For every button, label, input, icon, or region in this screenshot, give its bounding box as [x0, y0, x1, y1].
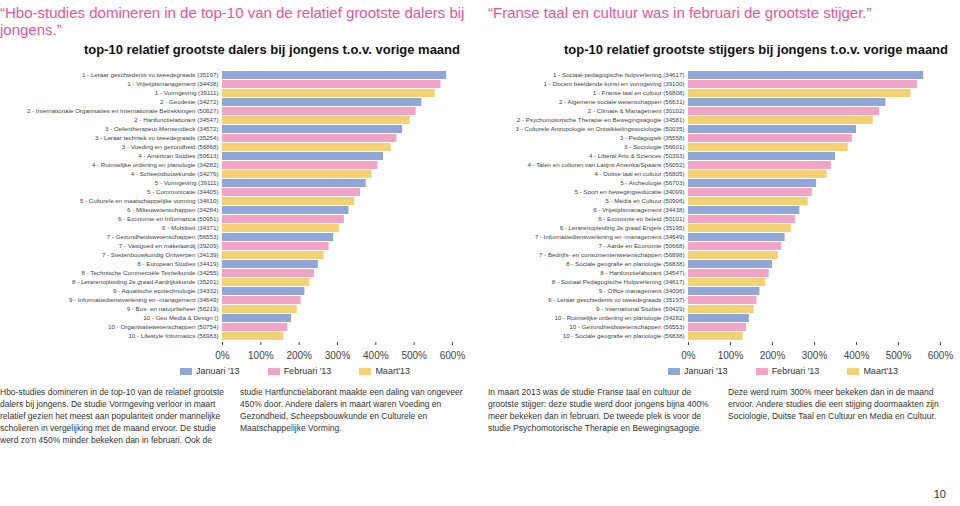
html-text:Hbo-studies domineren in de to: Hbo-studies domineren in de top-10 van d…: [0, 387, 463, 445]
svg-text:3 - Leraar techniek vo tweedeg: 3 - Leraar techniek vo tweedegraads (352…: [95, 134, 218, 141]
svg-text:500%: 500%: [886, 350, 912, 361]
svg-text:4 - American Studies (50613): 4 - American Studies (50613): [138, 152, 218, 159]
html-text:“Hbo-studies domineren in de t: “Hbo-studies domineren in de top-10 van …: [0, 4, 465, 38]
html-text:top-10 relatief grootste daler: top-10 relatief grootste dalers bij jong…: [83, 42, 460, 57]
svg-text:4 - Duitse taal en cultuur (56: 4 - Duitse taal en cultuur (56805): [594, 170, 684, 177]
html-text:Maart'13: Maart'13: [863, 366, 899, 376]
svg-text:7 - Bedrijfs- en consumentenwe: 7 - Bedrijfs- en consumentenwetenschappe…: [539, 251, 685, 258]
svg-text:6 - Lerarenopleiding 2e graad: 6 - Lerarenopleiding 2e graad Engels (35…: [560, 224, 685, 231]
html-text:Maart'13: Maart'13: [375, 366, 411, 376]
svg-text:9 - Aquatische ecotechnologie: 9 - Aquatische ecotechnologie (34332): [113, 287, 219, 294]
svg-text:5 - Archeologie (56703): 5 - Archeologie (56703): [620, 179, 684, 186]
svg-text:3 - Pedagogiek (35558): 3 - Pedagogiek (35558): [620, 134, 685, 141]
svg-text:1 - Vormgeving (39111): 1 - Vormgeving (39111): [155, 89, 219, 96]
svg-text:200%: 200%: [286, 350, 312, 361]
svg-text:8 - European Studies (34419): 8 - European Studies (34419): [137, 260, 218, 267]
html-text:Februari '13: Februari '13: [283, 366, 332, 376]
svg-text:7 - Vastgoed en makelaardij (3: 7 - Vastgoed en makelaardij (39209): [119, 242, 219, 249]
svg-text:9 - Informatiedienstverlening: 9 - Informatiedienstverlening en -manage…: [69, 296, 219, 303]
svg-text:4 - Talen en culturen van Lati: 4 - Talen en culturen van Latijns Amerik…: [527, 161, 684, 168]
svg-text:200%: 200%: [760, 350, 786, 361]
html-text:Januari '13: Januari '13: [195, 366, 240, 376]
svg-text:5 - Sport en bewegingseducatie: 5 - Sport en bewegingseducatie (34099): [574, 188, 684, 195]
svg-text:300%: 300%: [802, 350, 828, 361]
svg-text:10 - Sociale geografie en plan: 10 - Sociale geografie en planologie (56…: [563, 332, 685, 339]
svg-text:600%: 600%: [440, 350, 466, 361]
svg-text:5 - Communicatie (34405): 5 - Communicatie (34405): [147, 188, 219, 195]
svg-text:8 - Lerarenopleiding 2e graad: 8 - Lerarenopleiding 2e graad Aardrijksk…: [72, 278, 219, 285]
svg-text:0%: 0%: [681, 350, 696, 361]
svg-text:5 - Media en Cultuur (50906): 5 - Media en Cultuur (50906): [605, 197, 684, 204]
svg-text:4 - Liberal Arts & Sciences (5: 4 - Liberal Arts & Sciences (50393): [589, 152, 685, 159]
svg-text:9 - Bos- en natuurbeheer (5621: 9 - Bos- en natuurbeheer (56219): [127, 305, 219, 312]
svg-text:1 - Vrijetijdsmanagement (3443: 1 - Vrijetijdsmanagement (34438): [127, 80, 218, 87]
html-text:In maart 2013 was de studie Fr: In maart 2013 was de studie Franse taal …: [488, 387, 939, 433]
html-text:Januari '13: Januari '13: [683, 366, 728, 376]
html-text:top-10 relatief grootste stijg: top-10 relatief grootste stijgers bij jo…: [563, 42, 948, 57]
svg-text:7 - Informatiedienstverlening: 7 - Informatiedienstverlening en -manage…: [535, 233, 685, 240]
html-text:Februari '13: Februari '13: [771, 366, 820, 376]
html-text:10: 10: [933, 488, 946, 500]
svg-text:6 - Vrijetijdsmanagement (3443: 6 - Vrijetijdsmanagement (34438): [593, 206, 684, 213]
svg-text:2 - Psychomotorische Therapie: 2 - Psychomotorische Therapie en Bewegin…: [517, 116, 685, 123]
svg-text:6 - Economie en Informatica (5: 6 - Economie en Informatica (50951): [118, 215, 218, 222]
svg-text:6 - Milieuwetenschappen (34284: 6 - Milieuwetenschappen (34284): [127, 206, 219, 213]
svg-text:9 - Leraar geschiedenis vo twe: 9 - Leraar geschiedenis vo tweedegraads …: [548, 296, 685, 303]
svg-text:6 - Economie en beleid (50101): 6 - Economie en beleid (50101): [598, 215, 684, 222]
svg-text:5 - Vormgeving (39111): 5 - Vormgeving (39111): [155, 179, 219, 186]
svg-text:300%: 300%: [325, 350, 351, 361]
svg-text:1 - Docent beeldende kunst en: 1 - Docent beeldende kunst en vormgeving…: [543, 80, 684, 87]
svg-text:400%: 400%: [363, 350, 389, 361]
svg-text:1 - Leraar geschiedenis vo twe: 1 - Leraar geschiedenis vo tweedegraads …: [82, 71, 219, 78]
svg-text:9 - Office management (34006): 9 - Office management (34006): [599, 287, 685, 294]
svg-text:10 - Lifestyle Informatics (56: 10 - Lifestyle Informatics (56983): [128, 332, 218, 339]
svg-text:5 - Culturele en maatschappeli: 5 - Culturele en maatschappelijke vormin…: [80, 197, 219, 204]
svg-text:0%: 0%: [215, 350, 230, 361]
svg-text:500%: 500%: [401, 350, 427, 361]
svg-text:8 - Technische Commerciële Tex: 8 - Technische Commerciële Textielkunde …: [82, 269, 219, 276]
svg-text:2 - Hartfunctielaborant (34547: 2 - Hartfunctielaborant (34547): [134, 116, 218, 123]
svg-text:6 - Mobiliteit (34371): 6 - Mobiliteit (34371): [162, 224, 218, 231]
svg-text:2 - Algemene sociale wetenscha: 2 - Algemene sociale wetenschappen (5663…: [559, 98, 685, 105]
svg-text:400%: 400%: [844, 350, 870, 361]
svg-text:4 - Scheepsbouwkunde (34276): 4 - Scheepsbouwkunde (34276): [131, 170, 219, 177]
svg-text:8 - Sociaal Pedagogische Hulpv: 8 - Sociaal Pedagogische Hulpverlening (…: [552, 278, 685, 285]
svg-text:8 - Sociale geografie en plano: 8 - Sociale geografie en planologie (568…: [566, 260, 684, 267]
svg-text:3 - Oefentherapeut-Mensendieck: 3 - Oefentherapeut-Mensendieck (34572): [105, 125, 219, 132]
svg-text:4 - Ruimtelijke ordening en pl: 4 - Ruimtelijke ordening en planologie (…: [92, 161, 219, 168]
svg-text:1 - Sociaal-pedagogische hulpv: 1 - Sociaal-pedagogische hulpverlening (…: [553, 71, 684, 78]
svg-text:10 - Organisatiewetenschappen: 10 - Organisatiewetenschappen (50754): [108, 323, 218, 330]
svg-text:7 - Stedenbouwkundig Ontwerpen: 7 - Stedenbouwkundig Ontwerpen (34139): [102, 251, 219, 258]
svg-text:2 - Climate & Management (3010: 2 - Climate & Management (30102): [588, 107, 685, 114]
svg-text:2 - Geodesie (34272): 2 - Geodesie (34272): [160, 98, 218, 105]
svg-text:100%: 100%: [718, 350, 744, 361]
svg-text:2 - Internationale Organisatie: 2 - Internationale Organisaties en Inter…: [27, 107, 219, 114]
svg-text:1 - Franse taal en cultuur (56: 1 - Franse taal en cultuur (56808): [593, 89, 685, 96]
svg-text:7 - Gezondheidswetenschappen (: 7 - Gezondheidswetenschappen (56553): [107, 233, 219, 240]
html-text:“Franse taal en cultuur was in: “Franse taal en cultuur was in februari …: [488, 4, 872, 21]
svg-text:3 - Culturele Antropologie en: 3 - Culturele Antropologie en Ontwikkeli…: [516, 125, 685, 132]
svg-text:100%: 100%: [248, 350, 274, 361]
svg-text:10 - Geo Media & Design (): 10 - Geo Media & Design (): [143, 314, 218, 321]
svg-text:3 - Voeding en gezondheid (568: 3 - Voeding en gezondheid (56868): [122, 143, 219, 150]
svg-text:7 - Aarde en Economie (50668): 7 - Aarde en Economie (50668): [599, 242, 685, 249]
svg-text:9 - International Studies (504: 9 - International Studies (50429): [596, 305, 684, 312]
svg-text:600%: 600%: [928, 350, 954, 361]
svg-text:8 - Hartfunctielaborant (34547: 8 - Hartfunctielaborant (34547): [600, 269, 684, 276]
svg-text:3 - Sociologie (56601): 3 - Sociologie (56601): [624, 143, 685, 150]
svg-text:10 - Gezondheidswetenschappen: 10 - Gezondheidswetenschappen (56553): [569, 323, 684, 330]
svg-text:10 - Ruimtelijke ordening en p: 10 - Ruimtelijke ordening en planologie …: [554, 314, 684, 321]
